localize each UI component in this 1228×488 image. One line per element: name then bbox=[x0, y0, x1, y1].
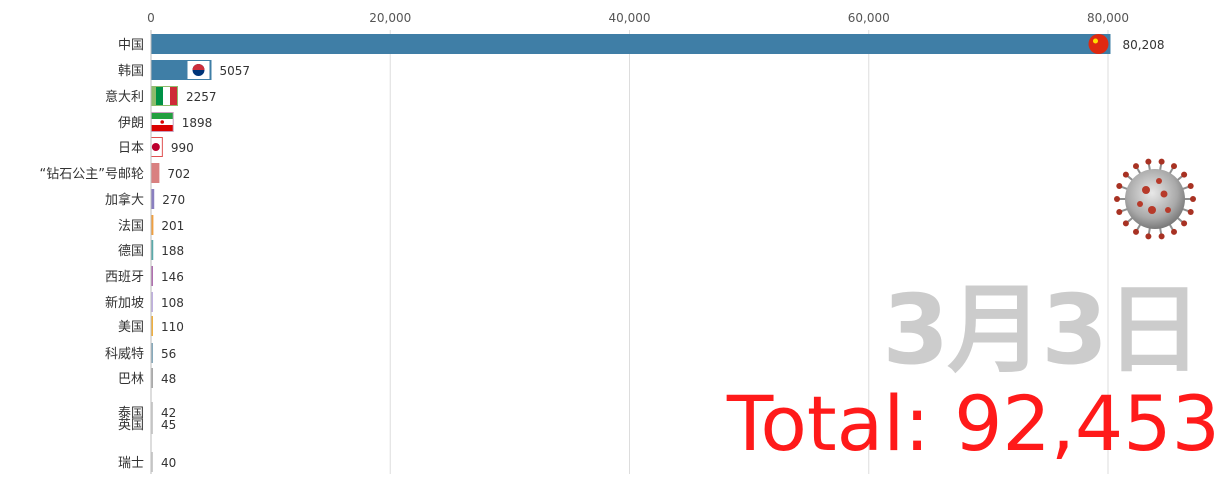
value-label: 270 bbox=[162, 193, 185, 207]
bar bbox=[151, 240, 154, 260]
category-label: 新加坡 bbox=[105, 295, 144, 311]
bar bbox=[151, 266, 153, 286]
iran-flag-icon bbox=[151, 113, 173, 131]
value-label: 45 bbox=[161, 418, 176, 432]
bar bbox=[151, 292, 153, 312]
value-label: 146 bbox=[161, 270, 184, 284]
china-flag-icon bbox=[1088, 34, 1109, 54]
x-axis-ticks: 0 20,000 40,000 60,000 80,000 bbox=[147, 11, 1129, 25]
category-label: 科威特 bbox=[105, 347, 144, 362]
flags bbox=[150, 34, 1109, 156]
korea-flag-icon bbox=[187, 61, 210, 79]
category-label: 日本 bbox=[118, 141, 144, 156]
category-label: 德国 bbox=[118, 244, 144, 259]
category-label: 中国 bbox=[118, 38, 144, 53]
x-tick-label: 0 bbox=[147, 11, 155, 25]
value-label: 1898 bbox=[182, 116, 213, 130]
bar bbox=[151, 163, 160, 183]
date-label: 3月3日 bbox=[882, 274, 1202, 386]
x-tick-label: 60,000 bbox=[848, 11, 890, 25]
value-label: 201 bbox=[161, 219, 184, 233]
value-label: 2257 bbox=[186, 90, 217, 104]
value-label: 702 bbox=[167, 167, 190, 181]
total-label: Total: 92,453 bbox=[726, 379, 1220, 468]
japan-flag-icon bbox=[150, 138, 162, 156]
value-label: 40 bbox=[161, 456, 176, 470]
category-label: 法国 bbox=[118, 219, 144, 234]
value-label: 42 bbox=[161, 406, 176, 420]
bar bbox=[151, 34, 1111, 54]
x-tick-label: 40,000 bbox=[609, 11, 651, 25]
category-label: 伊朗 bbox=[118, 116, 144, 131]
value-label: 5057 bbox=[219, 64, 250, 78]
category-label: “钻石公主”号邮轮 bbox=[40, 167, 144, 182]
bar bbox=[151, 402, 153, 422]
value-label: 80,208 bbox=[1122, 38, 1164, 52]
bar bbox=[151, 452, 153, 472]
category-label: 美国 bbox=[118, 320, 144, 335]
bar bbox=[151, 343, 153, 363]
value-label: 990 bbox=[171, 141, 194, 155]
value-label: 56 bbox=[161, 347, 176, 361]
italy-flag-icon bbox=[155, 87, 177, 105]
bar bbox=[151, 368, 153, 388]
category-label: 韩国 bbox=[118, 64, 144, 79]
value-label: 108 bbox=[161, 296, 184, 310]
x-tick-label: 80,000 bbox=[1087, 11, 1129, 25]
value-label: 110 bbox=[161, 320, 184, 334]
category-label: 加拿大 bbox=[105, 192, 144, 208]
category-label: 巴林 bbox=[118, 372, 144, 387]
category-label: 西班牙 bbox=[105, 270, 144, 285]
value-label: 188 bbox=[161, 244, 184, 258]
category-label: 意大利 bbox=[105, 89, 144, 105]
bar bbox=[151, 189, 155, 209]
value-label: 48 bbox=[161, 372, 176, 386]
bar bbox=[151, 215, 154, 235]
coronavirus-icon bbox=[1114, 158, 1196, 240]
bar bbox=[151, 414, 153, 434]
category-label: 瑞士 bbox=[118, 456, 144, 471]
category-label: 英国 bbox=[118, 418, 144, 433]
category-label: 泰国 bbox=[118, 406, 144, 421]
x-tick-label: 20,000 bbox=[369, 11, 411, 25]
bar bbox=[151, 316, 153, 336]
